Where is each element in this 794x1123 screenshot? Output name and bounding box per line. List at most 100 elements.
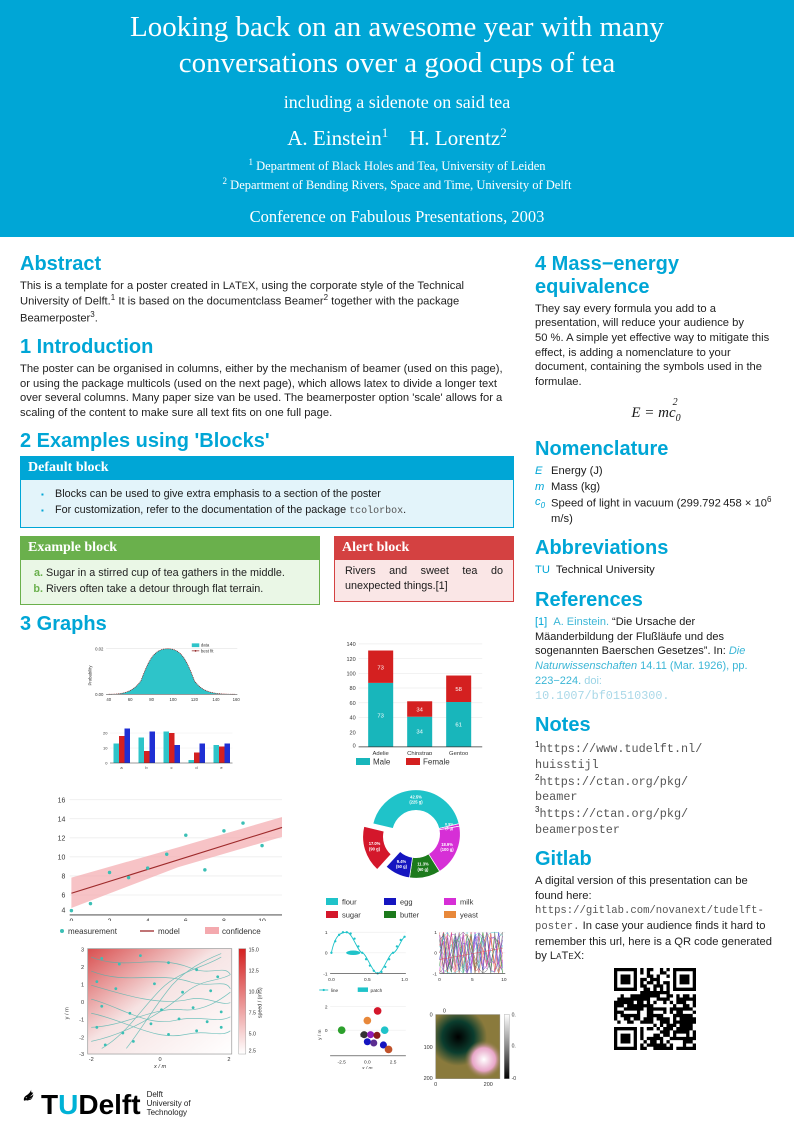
svg-text:milk: milk [460, 898, 474, 907]
svg-text:0: 0 [325, 1029, 328, 1035]
svg-text:2: 2 [325, 1005, 328, 1011]
svg-text:0.00: 0.00 [95, 692, 104, 697]
svg-text:4: 4 [146, 919, 150, 921]
svg-text:40: 40 [106, 698, 111, 703]
svg-text:-3: -3 [79, 1053, 84, 1059]
svg-text:6: 6 [61, 893, 65, 900]
svg-text:1: 1 [81, 983, 84, 989]
svg-text:120: 120 [346, 657, 355, 663]
svg-text:14: 14 [58, 817, 66, 824]
svg-text:100: 100 [169, 698, 177, 703]
svg-text:x / m: x / m [361, 1066, 372, 1070]
svg-text:6: 6 [184, 919, 188, 921]
svg-text:17.0%: 17.0% [369, 841, 381, 846]
svg-text:11.3%: 11.3% [417, 862, 429, 867]
svg-text:measurement: measurement [68, 927, 118, 936]
svg-text:0: 0 [325, 951, 328, 957]
svg-text:y / m: y / m [317, 1030, 323, 1040]
svg-text:200: 200 [484, 1083, 493, 1089]
svg-text:(50 g): (50 g) [396, 865, 408, 870]
svg-text:58: 58 [455, 687, 462, 693]
svg-text:2: 2 [81, 965, 84, 971]
svg-text:0: 0 [159, 1058, 162, 1064]
svg-text:patch: patch [371, 988, 383, 994]
svg-text:60: 60 [128, 698, 133, 703]
svg-text:-1: -1 [433, 972, 438, 978]
svg-text:7.5: 7.5 [249, 1011, 256, 1017]
svg-text:b: b [145, 765, 148, 770]
svg-text:2.5: 2.5 [390, 1060, 397, 1066]
svg-text:5: 5 [471, 978, 474, 984]
svg-text:73: 73 [377, 714, 384, 720]
svg-text:0: 0 [105, 761, 108, 766]
svg-text:egg: egg [400, 898, 413, 907]
svg-text:120: 120 [191, 698, 199, 703]
svg-text:5.0: 5.0 [249, 1032, 256, 1038]
svg-text:(90 g): (90 g) [369, 847, 381, 852]
svg-text:e: e [220, 765, 223, 770]
svg-text:2.5: 2.5 [249, 1049, 256, 1055]
svg-text:0: 0 [443, 1009, 446, 1015]
svg-text:0: 0 [353, 744, 356, 750]
svg-text:-2: -2 [89, 1058, 94, 1064]
svg-text:80: 80 [350, 687, 356, 693]
svg-text:12: 12 [58, 836, 66, 843]
svg-text:0.0: 0.0 [364, 1060, 371, 1066]
svg-text:0: 0 [430, 1013, 433, 1019]
svg-text:0: 0 [438, 978, 441, 984]
svg-text:40: 40 [350, 716, 356, 722]
svg-text:(100 g): (100 g) [440, 848, 454, 853]
svg-text:34: 34 [416, 708, 423, 714]
svg-text:100: 100 [424, 1045, 433, 1051]
svg-text:0.02: 0.02 [95, 647, 104, 652]
svg-text:0: 0 [434, 1083, 437, 1089]
svg-text:16: 16 [58, 798, 66, 805]
svg-text:-2.5: -2.5 [338, 1060, 347, 1066]
svg-text:10: 10 [501, 978, 507, 984]
svg-text:100: 100 [346, 672, 355, 678]
svg-text:line: line [331, 988, 339, 994]
svg-text:73: 73 [377, 666, 384, 672]
svg-text:1: 1 [325, 931, 328, 937]
svg-text:2: 2 [108, 919, 112, 921]
svg-text:(60 g): (60 g) [417, 867, 429, 872]
svg-text:yeast: yeast [460, 911, 479, 920]
svg-text:confidence: confidence [222, 927, 261, 936]
svg-text:9.4%: 9.4% [397, 859, 407, 864]
svg-text:8: 8 [61, 874, 65, 881]
svg-text:42.5%: 42.5% [410, 795, 422, 800]
svg-text:Female: Female [423, 758, 450, 767]
svg-text:10: 10 [103, 746, 108, 751]
svg-text:data: data [201, 643, 210, 648]
svg-text:sugar: sugar [342, 911, 361, 920]
svg-text:-0.1: -0.1 [512, 1077, 516, 1083]
svg-text:15.0: 15.0 [249, 948, 259, 954]
svg-text:10: 10 [258, 919, 266, 921]
svg-text:0: 0 [434, 951, 437, 957]
svg-text:-1: -1 [79, 1018, 84, 1024]
svg-text:y / m: y / m [65, 1007, 71, 1019]
svg-text:10: 10 [58, 855, 66, 862]
svg-text:4: 4 [61, 908, 65, 915]
svg-text:0: 0 [81, 1001, 84, 1007]
svg-text:a: a [120, 765, 123, 770]
svg-text:140: 140 [212, 698, 220, 703]
svg-text:12.5: 12.5 [249, 969, 259, 975]
svg-text:1: 1 [434, 931, 437, 937]
svg-text:(225 g): (225 g) [409, 800, 423, 805]
svg-text:34: 34 [416, 730, 423, 736]
svg-text:-2: -2 [79, 1036, 84, 1042]
svg-text:speed / (m/s): speed / (m/s) [257, 988, 263, 1019]
svg-text:0.0: 0.0 [512, 1044, 516, 1050]
svg-text:\left: \left [360, 1034, 368, 1039]
svg-text:flour: flour [342, 898, 357, 907]
svg-text:best fit: best fit [201, 649, 214, 654]
svg-text:d: d [195, 765, 197, 770]
svg-text:140: 140 [346, 643, 355, 649]
svg-text:0: 0 [69, 919, 73, 921]
svg-text:model: model [158, 927, 180, 936]
svg-text:(5 g): (5 g) [445, 827, 454, 831]
svg-text:8: 8 [222, 919, 226, 921]
svg-text:x / m: x / m [153, 1065, 166, 1071]
svg-text:Probability: Probability [88, 665, 93, 686]
